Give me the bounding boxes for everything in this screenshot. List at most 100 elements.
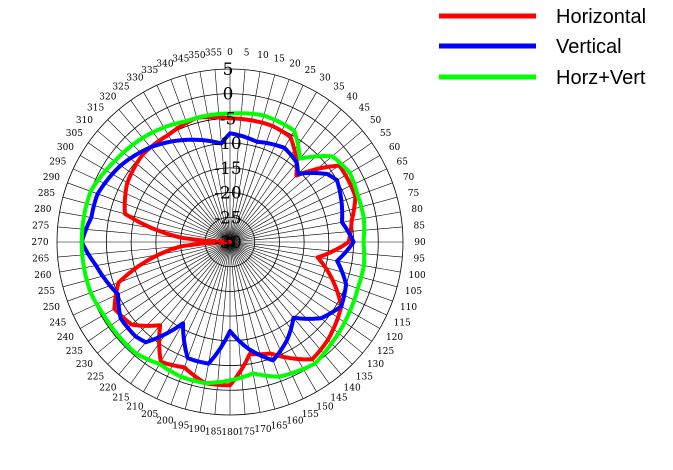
angle-tick-label: 45 [359,104,371,114]
angle-tick-label: 15 [273,54,285,64]
legend-item-horizontal: Horizontal [439,6,646,28]
grid-spoke [67,241,231,302]
angle-tick-label: 60 [389,143,401,153]
angle-tick-label: 130 [367,360,384,370]
grid-spoke [107,119,231,243]
grid-spoke [229,241,372,342]
radial-tick-label: -5 [220,109,237,129]
angle-tick-label: 210 [126,403,143,413]
grid-spoke [143,241,231,392]
angle-tick-label: 325 [112,82,129,92]
grid-spoke [229,74,276,243]
angle-tick-label: 195 [172,422,189,432]
angle-tick-label: 185 [205,427,222,437]
angle-tick-label: 310 [76,116,93,126]
series-line-horizontal [112,115,358,388]
radial-tick-label: -10 [214,134,241,154]
grid-spoke [229,241,380,329]
grid-spoke [229,155,380,243]
angle-tick-label: 125 [377,347,394,357]
angle-tick-label: 175 [238,427,255,437]
angle-tick-label: 100 [409,271,426,281]
angle-tick-label: 150 [316,403,333,413]
angle-tick-label: 95 [414,255,426,265]
grid-spoke [118,109,231,243]
angle-tick-label: 80 [411,205,423,215]
angle-tick-label: 155 [302,410,319,420]
grid-spoke [229,241,246,415]
grid-spoke [229,241,276,410]
angle-tick-label: 245 [49,318,66,328]
radial-tick-label: -20 [214,184,241,204]
angle-tick-label: 225 [87,372,104,382]
angle-tick-label: 235 [66,347,83,357]
legend-label-horizontal: Horizontal [556,6,646,28]
grid-spoke [229,85,304,243]
angle-tick-labels: 0 5 10 15 2025303540455055606570758085909510… [31,48,426,438]
grid-spoke [184,74,231,243]
angle-tick-label: 290 [43,173,60,183]
angle-tick-label: 280 [34,205,51,215]
radial-tick-label: -15 [214,159,241,179]
angle-tick-label: 145 [330,394,347,404]
angle-tick-label: 330 [126,73,143,83]
angle-tick-label: 115 [394,318,411,328]
angle-tick-label: 345 [172,54,189,64]
grid-spoke [229,196,398,243]
radial-tick-labels: 5 0 -5 -10 -15 -20 -25 -30 [214,60,241,253]
angle-tick-label: 220 [99,384,116,394]
angle-tick-label: 50 [370,116,382,126]
angle-tick-label: 140 [344,384,361,394]
angle-tick-label: 180 [221,428,238,438]
grid-spoke [130,100,231,243]
angle-tick-label: 90 [414,238,426,248]
angle-tick-label: 40 [346,92,358,102]
angle-tick-label: 265 [32,255,49,265]
grid-spoke [59,241,231,273]
angle-tick-label: 10 [257,51,269,61]
angle-tick-label: 340 [156,59,173,69]
angle-tick-label: 240 [57,333,74,343]
grid-spoke [229,241,398,288]
angle-tick-label: 110 [400,303,417,313]
angle-tick-label: 350 [188,51,205,61]
legend: Horizontal Vertical Horz+Vert [439,6,646,89]
grid-spoke [97,130,231,243]
angle-tick-label: 85 [414,221,426,231]
angle-tick-label: 270 [31,238,48,248]
grid-spoke [229,226,403,243]
grid-spoke [229,119,353,243]
grid-spoke [229,241,363,354]
grid-spoke [214,241,231,415]
angle-tick-label: 35 [333,82,345,92]
angle-tick-label: 285 [38,189,55,199]
grid-spoke [229,142,372,243]
angle-tick-label: 205 [141,410,158,420]
polar-grid [56,68,404,416]
grid-spoke [229,241,387,316]
grid-spoke [229,241,261,413]
grid-spoke [229,241,401,273]
radial-tick-label: -30 [214,233,241,253]
grid-spoke [156,85,231,243]
grid-spoke [229,241,317,392]
angle-tick-label: 0 [227,48,233,58]
angle-tick-label: 255 [38,287,55,297]
angle-tick-label: 320 [99,92,116,102]
grid-spoke [229,92,317,243]
grid-spoke [73,241,231,316]
angle-tick-label: 170 [254,425,271,435]
angle-tick-label: 260 [34,271,51,281]
angle-tick-label: 135 [356,372,373,382]
angle-tick-label: 190 [188,425,205,435]
legend-item-vertical: Vertical [439,36,622,58]
angle-tick-label: 275 [32,221,49,231]
grid-spoke [229,241,403,258]
radial-tick-label: -25 [214,208,241,228]
grid-spoke [156,241,231,399]
grid-spoke [214,69,231,243]
grid-spoke [170,79,231,243]
grid-spoke [62,241,231,288]
angle-tick-label: 230 [76,360,93,370]
